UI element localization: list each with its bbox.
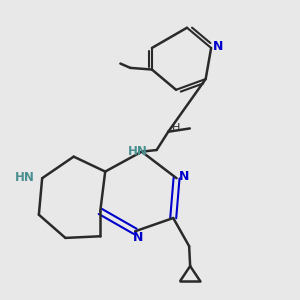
Text: HN: HN: [15, 171, 35, 184]
Text: N: N: [213, 40, 224, 53]
Text: N: N: [179, 170, 189, 183]
Text: N: N: [133, 231, 144, 244]
Text: H: H: [172, 123, 181, 134]
Text: HN: HN: [128, 145, 147, 158]
